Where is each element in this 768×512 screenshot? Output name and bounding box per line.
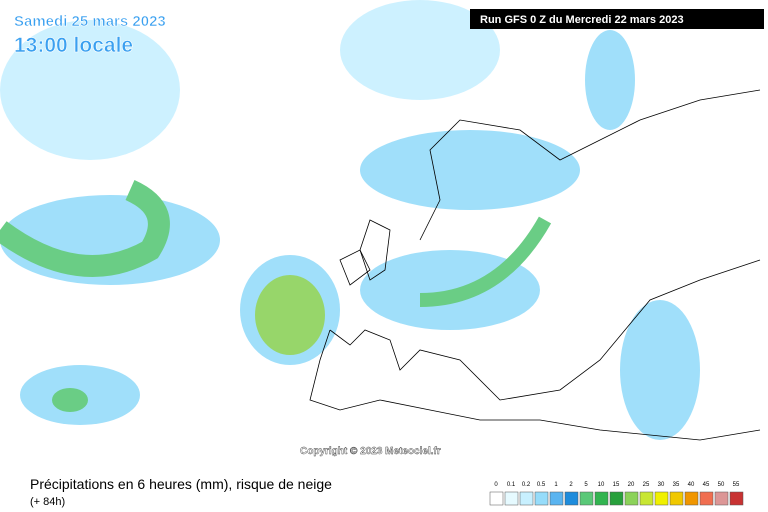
run-label: Run GFS 0 Z du Mercredi 22 mars 2023 [480, 14, 684, 26]
time-label: 13:00 locale [14, 34, 133, 57]
legend-label: 50 [718, 482, 725, 488]
legend-label: 40 [688, 482, 695, 488]
legend-label: 25 [643, 482, 650, 488]
legend-swatch [594, 491, 609, 506]
legend-label: 2 [569, 482, 573, 488]
legend-label: 15 [613, 482, 620, 488]
footer-lead: (+ 84h) [30, 496, 65, 508]
legend-label: 45 [703, 482, 710, 488]
legend-swatch [609, 491, 624, 506]
legend-swatch [669, 491, 684, 506]
footer-title: Précipitations en 6 heures (mm), risque … [30, 476, 332, 492]
legend-swatch [729, 491, 744, 506]
legend-swatch [654, 491, 669, 506]
copyright: Copyright © 2023 Meteociel.fr [300, 446, 441, 457]
precip-field [0, 0, 700, 440]
legend-label: 0.5 [537, 482, 546, 488]
legend: 0 0.1 0.2 0.5 1 2 5 10 15 20 25 30 35 40 45 50 55 [489, 482, 744, 506]
legend-swatch [714, 491, 729, 506]
legend-swatch [549, 491, 564, 506]
coastlines [309, 89, 761, 441]
legend-swatch [489, 491, 504, 506]
date-label: Samedi 25 mars 2023 [14, 13, 166, 30]
legend-label: 55 [733, 482, 740, 488]
legend-label: 0.2 [522, 482, 531, 488]
legend-label: 10 [598, 482, 605, 488]
legend-label: 30 [658, 482, 665, 488]
run-box [470, 9, 764, 29]
legend-label: 5 [584, 482, 588, 488]
legend-swatch [684, 491, 699, 506]
legend-swatch [504, 491, 519, 506]
legend-swatch [699, 491, 714, 506]
legend-swatch [564, 491, 579, 506]
legend-swatch [579, 491, 594, 506]
legend-swatch [624, 491, 639, 506]
legend-swatch [519, 491, 534, 506]
legend-label: 1 [554, 482, 558, 488]
legend-label: 20 [628, 482, 635, 488]
legend-swatch [639, 491, 654, 506]
legend-swatch [534, 491, 549, 506]
legend-label: 0 [494, 482, 498, 488]
legend-label: 35 [673, 482, 680, 488]
legend-label: 0.1 [507, 482, 516, 488]
